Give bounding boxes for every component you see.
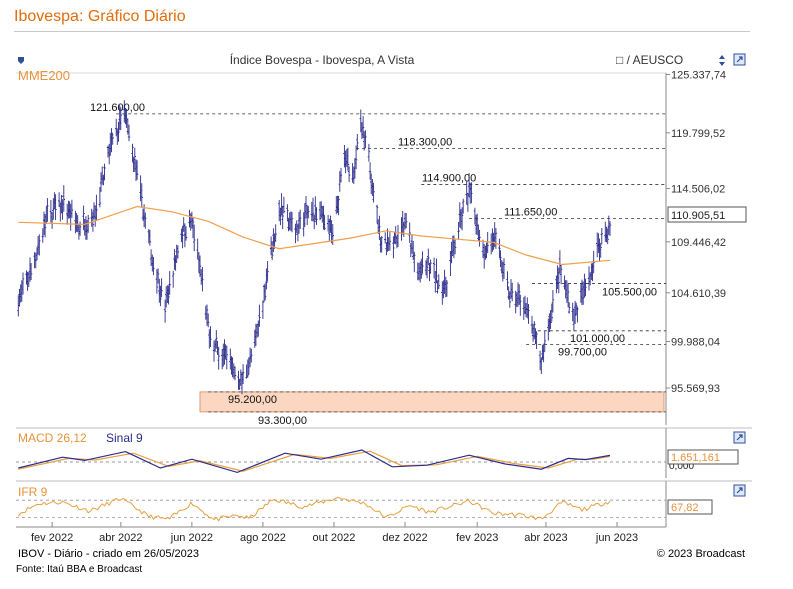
signal-label: Sinal 9 — [106, 431, 143, 445]
price-panel: MME200 121.600,00 118.300,00 114.900,00 111… — [16, 68, 747, 427]
price-y-ticks: 125.337,74 119.799,52 114.506,02 109.446,42… — [666, 70, 726, 395]
ifr-level-lines — [16, 499, 666, 519]
compare-selector[interactable]: □ / AEUSCO — [616, 53, 683, 67]
x-tick-label: out 2022 — [313, 532, 356, 544]
macd-expand-icon[interactable] — [733, 431, 746, 444]
x-tick-label: fev 2022 — [31, 532, 73, 544]
chart-title: Índice Bovespa - Ibovespa, A Vista — [230, 52, 415, 67]
mme200-line — [18, 205, 611, 266]
price-y-tick-label: 125.337,74 — [671, 70, 726, 82]
page-title: Ibovespa: Gráfico Diário — [14, 8, 186, 25]
x-tick-label: dez 2022 — [382, 532, 427, 544]
ifr-panel: IFR 9 67,82 — [16, 480, 752, 527]
macd-last-value: 1.651,161 — [671, 452, 720, 464]
level-label: 95.200,00 — [228, 394, 277, 406]
price-y-tick-label: 104.610,39 — [671, 288, 726, 300]
price-y-tick-label: 95.569,93 — [671, 383, 720, 395]
footer-copyright: © 2023 Broadcast — [657, 548, 745, 560]
macd-label: MACD 26,12 — [18, 431, 87, 445]
macd-panel: MACD 26,12 Sinal 9 0,000 1.651,161 — [16, 427, 752, 478]
level-label: 99.700,00 — [558, 347, 607, 359]
last-price-box: 110.905,51 — [667, 206, 747, 223]
x-tick-label: ago 2022 — [240, 532, 286, 544]
level-label: 101.000,00 — [570, 333, 625, 345]
level-label: 93.300,00 — [258, 415, 307, 427]
price-y-tick-label: 99.988,04 — [671, 336, 720, 348]
last-price-value: 110.905,51 — [671, 210, 725, 222]
level-lines: 121.600,00 118.300,00 114.900,00 111.650,00… — [90, 102, 666, 427]
macd-zero-tick: 0,000 — [669, 461, 694, 472]
x-tick-label: fev 2023 — [456, 532, 498, 544]
price-y-tick-label: 119.799,52 — [671, 128, 725, 140]
expand-icon[interactable] — [733, 53, 746, 66]
ifr-line — [17, 496, 611, 522]
price-y-tick-label: 114.506,02 — [671, 184, 725, 196]
footer-source: Fonte: Itaú BBA e Broadcast — [16, 564, 142, 575]
title-divider — [14, 31, 750, 32]
ifr-last-box: 67,82 — [667, 499, 713, 515]
x-tick-label: jun 2023 — [595, 532, 638, 544]
price-candles — [17, 100, 612, 395]
mme200-label: MME200 — [18, 68, 70, 83]
chart-header: Índice Bovespa - Ibovespa, A Vista □ / A… — [18, 52, 746, 67]
ifr-last-value: 67,82 — [671, 502, 699, 514]
level-label: 105.500,00 — [602, 286, 657, 298]
footer-created: IBOV - Diário - criado em 26/05/2023 — [18, 548, 199, 560]
macd-line — [18, 449, 611, 474]
level-label: 118.300,00 — [398, 137, 452, 149]
macd-last-box: 1.651,161 — [667, 449, 739, 465]
price-bars — [17, 100, 612, 395]
x-tick-label: abr 2023 — [524, 532, 567, 544]
x-tick-label: abr 2022 — [99, 532, 142, 544]
sort-arrows-icon[interactable] — [719, 55, 725, 66]
x-axis: fev 2022 abr 2022 jun 2022 ago 2022 out 2022… — [16, 522, 666, 544]
level-label: 121.600,00 — [90, 102, 145, 114]
price-y-tick-label: 109.446,42 — [671, 237, 726, 249]
signal-line — [18, 450, 611, 472]
ifr-label: IFR 9 — [18, 485, 48, 499]
shield-icon[interactable] — [18, 57, 24, 64]
x-tick-label: jun 2022 — [170, 532, 213, 544]
ifr-expand-icon[interactable] — [733, 484, 746, 497]
level-label: 114.900,00 — [422, 172, 476, 184]
level-label: 111.650,00 — [504, 207, 557, 219]
